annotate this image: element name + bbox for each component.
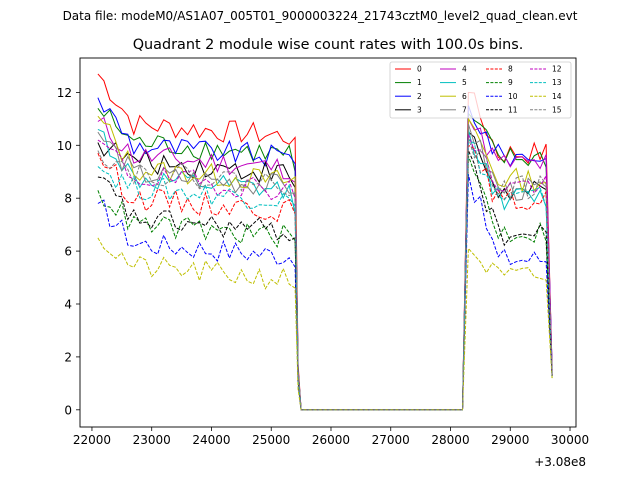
x-tick-label: 22000 [73,433,111,447]
legend-label-8: 8 [508,65,513,74]
series-line-1 [97,108,553,411]
series-line-3 [97,131,553,411]
legend-label-1: 1 [417,78,422,87]
series-line-13 [97,139,553,411]
x-tick-label: 27000 [372,433,410,447]
series-line-7 [97,123,553,411]
y-tick-label: 12 [57,86,72,100]
series-line-9 [97,155,553,411]
x-tick-label: 23000 [133,433,171,447]
series-line-10 [97,174,553,411]
figure-suptitle: Data file: modeM0/AS1A07_005T01_90000032… [63,9,578,23]
x-axis: 22000 23000 24000 25000 26000 27000 28000 29000… [73,427,589,447]
legend-label-2: 2 [417,92,422,101]
x-tick-label: 30000 [551,433,589,447]
x-tick-label: 24000 [192,433,230,447]
x-tick-label: 28000 [431,433,469,447]
series-layer [97,73,553,411]
x-axis-offset-label: +3.08e8 [534,455,586,469]
legend-label-6: 6 [462,92,467,101]
series-line-8 [97,144,553,411]
series-line-4 [97,116,553,411]
chart-title: Quadrant 2 module wise count rates with … [133,37,524,53]
legend-label-11: 11 [508,105,518,114]
x-tick-label: 29000 [491,433,529,447]
series-line-12 [97,134,553,411]
legend-label-3: 3 [417,105,422,114]
legend-box [389,61,572,119]
y-axis: 0 2 4 6 8 10 12 [57,86,80,417]
legend-label-12: 12 [552,65,562,74]
x-tick-label: 25000 [252,433,290,447]
legend-label-10: 10 [508,92,518,101]
series-line-0 [97,73,553,411]
legend-label-14: 14 [552,92,562,101]
legend-label-9: 9 [508,78,513,87]
series-line-2 [97,97,553,411]
legend-label-5: 5 [462,78,467,87]
legend-label-7: 7 [462,105,467,114]
x-tick-label: 26000 [312,433,350,447]
axes-frame [79,57,577,428]
y-tick-label: 8 [64,192,72,206]
y-tick-label: 6 [64,245,72,259]
series-line-6 [97,115,553,411]
y-tick-label: 2 [64,350,72,364]
legend-label-4: 4 [462,65,467,74]
series-line-15 [97,137,553,411]
legend-label-15: 15 [552,105,562,114]
y-tick-label: 10 [57,139,72,153]
series-line-14 [97,237,553,411]
legend-label-13: 13 [552,78,562,87]
series-line-11 [97,150,553,411]
y-tick-label: 0 [64,403,72,417]
legend-label-0: 0 [417,65,422,74]
y-tick-label: 4 [64,298,72,312]
